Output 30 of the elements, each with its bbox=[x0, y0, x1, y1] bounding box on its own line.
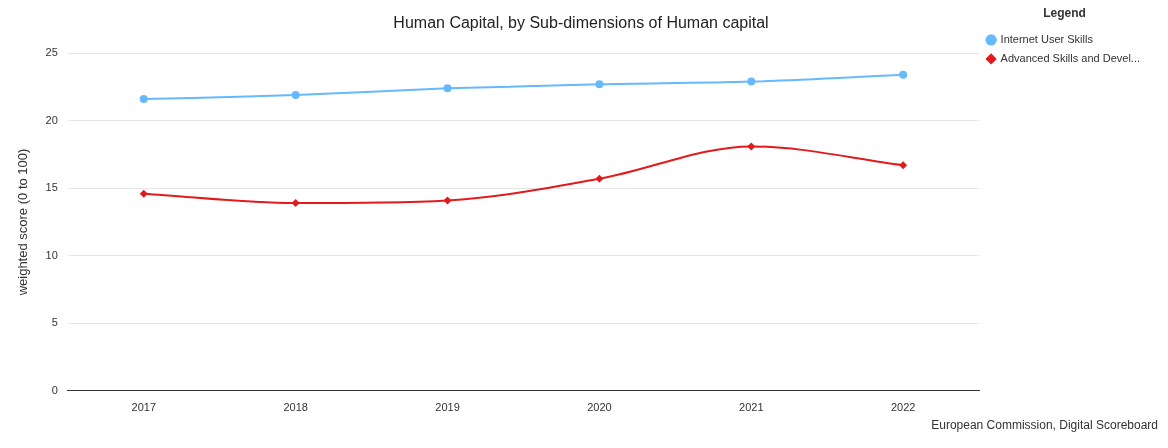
x-tick-label: 2018 bbox=[283, 401, 308, 414]
y-tick-label: 5 bbox=[51, 316, 58, 329]
point bbox=[899, 70, 908, 79]
point bbox=[595, 174, 604, 183]
y-tick-label: 10 bbox=[45, 248, 58, 261]
y-tick-label: 20 bbox=[45, 113, 58, 126]
text: European Commission, Digital Scoreboard bbox=[930, 418, 1158, 432]
x-tick-label: 2022 bbox=[890, 401, 916, 414]
legend-label: Internet User Skills bbox=[1000, 32, 1094, 45]
point bbox=[291, 91, 300, 100]
legend-label: Advanced Skills and Devel... bbox=[1000, 51, 1141, 64]
x-tick-label: 2019 bbox=[435, 401, 460, 414]
x-tick-label: 2021 bbox=[739, 401, 764, 414]
point bbox=[139, 95, 148, 104]
chart-title: Human Capital, by Sub-dimensions of Human capital bbox=[393, 14, 769, 32]
point bbox=[139, 189, 148, 198]
x-tick-label: 2017 bbox=[131, 401, 157, 414]
y-tick-label: 0 bbox=[51, 383, 58, 396]
y-tick-label: 15 bbox=[45, 181, 58, 194]
point bbox=[595, 80, 604, 89]
point bbox=[747, 142, 756, 151]
point bbox=[291, 199, 300, 208]
point bbox=[747, 77, 756, 86]
y-axis-title: weighted score (0 to 100) bbox=[15, 148, 31, 297]
y-tick-label: 25 bbox=[45, 46, 58, 59]
point bbox=[443, 196, 452, 205]
point bbox=[899, 161, 908, 170]
x-tick-label: 2020 bbox=[587, 401, 612, 414]
legend-title: Legend bbox=[1043, 6, 1086, 21]
point bbox=[443, 84, 452, 93]
